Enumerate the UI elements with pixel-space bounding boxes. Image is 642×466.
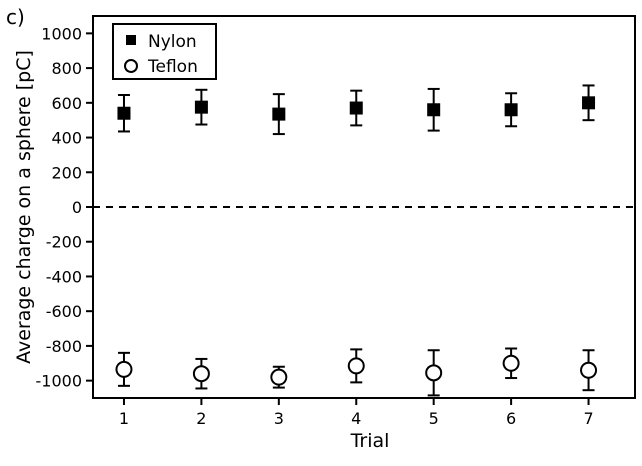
teflon-point xyxy=(425,364,443,382)
x-tick-label: 7 xyxy=(583,409,593,428)
teflon-point xyxy=(192,365,210,383)
legend-label-nylon: Nylon xyxy=(148,32,197,52)
panel-label: c) xyxy=(6,5,25,29)
nylon-point xyxy=(504,103,518,117)
teflon-point xyxy=(580,361,598,379)
x-tick-label: 2 xyxy=(196,409,206,428)
x-tick-label: 3 xyxy=(274,409,284,428)
y-tick-label: -400 xyxy=(46,267,82,286)
legend-box xyxy=(112,23,217,80)
x-tick-label: 1 xyxy=(119,409,129,428)
legend: Nylon Teflon xyxy=(112,23,217,80)
y-tick-label: 400 xyxy=(51,129,82,148)
teflon-point xyxy=(502,354,520,372)
y-axis-label: Average charge on a sphere [pC] xyxy=(13,50,35,364)
y-tick-label: 800 xyxy=(51,59,82,78)
y-tick-label: -800 xyxy=(46,337,82,356)
teflon-point xyxy=(347,357,365,375)
nylon-point xyxy=(272,107,286,121)
nylon-point xyxy=(117,106,131,120)
legend-label-teflon: Teflon xyxy=(147,57,198,77)
y-tick-label: -1000 xyxy=(36,372,83,391)
nylon-point xyxy=(582,96,596,110)
nylon-point xyxy=(427,103,441,117)
y-tick-label: -200 xyxy=(46,233,82,252)
y-tick-label: 200 xyxy=(51,163,82,182)
x-tick-label: 6 xyxy=(506,409,516,428)
x-tick-label: 5 xyxy=(429,409,439,428)
y-tick-label: 0 xyxy=(72,198,82,217)
x-tick-label: 4 xyxy=(351,409,361,428)
legend-marker-teflon xyxy=(124,59,138,73)
teflon-point xyxy=(270,368,288,386)
nylon-point xyxy=(194,100,208,114)
y-tick-label: -600 xyxy=(46,302,82,321)
legend-marker-nylon xyxy=(126,35,136,45)
x-axis-label: Trial xyxy=(350,430,390,452)
nylon-point xyxy=(349,101,363,115)
y-tick-label: 600 xyxy=(51,94,82,113)
teflon-point xyxy=(115,360,133,378)
y-tick-label: 1000 xyxy=(41,24,82,43)
